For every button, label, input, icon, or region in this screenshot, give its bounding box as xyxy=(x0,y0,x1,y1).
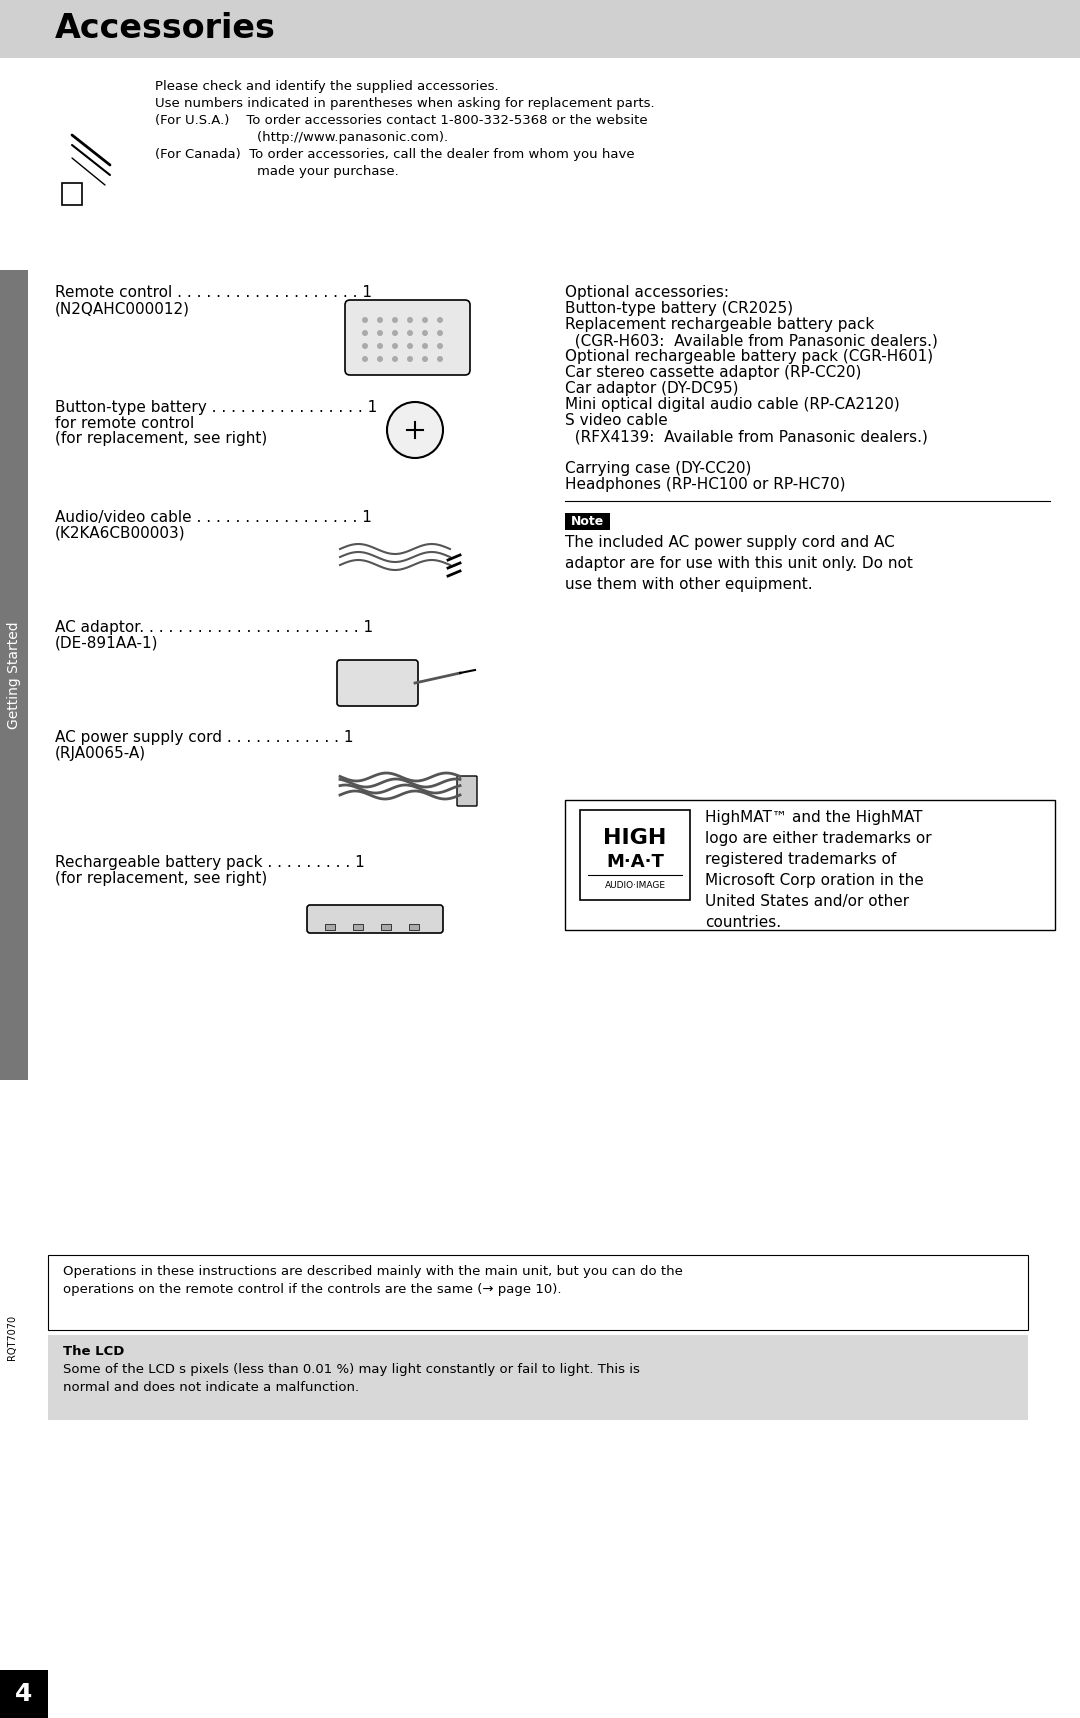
Text: Optional rechargeable battery pack (CGR-H601): Optional rechargeable battery pack (CGR-… xyxy=(565,349,933,364)
Text: Note: Note xyxy=(571,515,604,527)
Text: RQT7070: RQT7070 xyxy=(6,1314,17,1361)
Text: made your purchase.: made your purchase. xyxy=(156,165,399,179)
Text: Getting Started: Getting Started xyxy=(6,622,21,728)
Circle shape xyxy=(362,318,368,323)
Text: (RJA0065-A): (RJA0065-A) xyxy=(55,746,146,761)
Circle shape xyxy=(407,330,413,337)
Circle shape xyxy=(387,402,443,459)
Circle shape xyxy=(392,330,399,337)
Text: Remote control . . . . . . . . . . . . . . . . . . . 1: Remote control . . . . . . . . . . . . .… xyxy=(55,285,372,301)
Text: Mini optical digital audio cable (RP-CA2120): Mini optical digital audio cable (RP-CA2… xyxy=(565,397,900,412)
Text: (RFX4139:  Available from Panasonic dealers.): (RFX4139: Available from Panasonic deale… xyxy=(565,430,928,443)
Bar xyxy=(0,1670,48,1718)
FancyBboxPatch shape xyxy=(307,905,443,933)
Text: The included AC power supply cord and AC
adaptor are for use with this unit only: The included AC power supply cord and AC… xyxy=(565,534,913,593)
Text: (DE-891AA-1): (DE-891AA-1) xyxy=(55,636,159,651)
Bar xyxy=(48,1256,1028,1330)
Text: for remote control: for remote control xyxy=(55,416,194,431)
Text: (For U.S.A.)    To order accessories contact 1-800-332-5368 or the website: (For U.S.A.) To order accessories contac… xyxy=(156,113,648,127)
Text: Operations in these instructions are described mainly with the main unit, but yo: Operations in these instructions are des… xyxy=(63,1264,683,1295)
Circle shape xyxy=(437,318,443,323)
FancyBboxPatch shape xyxy=(345,301,470,375)
Text: Headphones (RP-HC100 or RP-HC70): Headphones (RP-HC100 or RP-HC70) xyxy=(565,478,846,491)
Bar xyxy=(60,136,132,196)
Circle shape xyxy=(407,344,413,349)
Text: Car adaptor (DY-DC95): Car adaptor (DY-DC95) xyxy=(565,381,739,397)
Text: (For Canada)  To order accessories, call the dealer from whom you have: (For Canada) To order accessories, call … xyxy=(156,148,635,161)
Text: AC power supply cord . . . . . . . . . . . . 1: AC power supply cord . . . . . . . . . .… xyxy=(55,730,353,746)
Text: Accessories: Accessories xyxy=(55,12,275,45)
Bar xyxy=(353,924,363,929)
Text: Rechargeable battery pack . . . . . . . . . 1: Rechargeable battery pack . . . . . . . … xyxy=(55,856,365,869)
Bar xyxy=(0,270,28,1081)
Circle shape xyxy=(437,344,443,349)
Circle shape xyxy=(377,344,383,349)
Text: Use numbers indicated in parentheses when asking for replacement parts.: Use numbers indicated in parentheses whe… xyxy=(156,96,654,110)
Bar xyxy=(48,1335,1028,1421)
Text: (for replacement, see right): (for replacement, see right) xyxy=(55,871,267,886)
Circle shape xyxy=(437,356,443,362)
Circle shape xyxy=(422,318,428,323)
Circle shape xyxy=(392,318,399,323)
Circle shape xyxy=(392,344,399,349)
Bar xyxy=(0,0,1080,58)
Circle shape xyxy=(392,356,399,362)
Bar xyxy=(565,801,1055,929)
Text: 4: 4 xyxy=(15,1682,32,1706)
Circle shape xyxy=(422,344,428,349)
Text: AUDIO·IMAGE: AUDIO·IMAGE xyxy=(605,881,665,890)
Text: Carrying case (DY-CC20): Carrying case (DY-CC20) xyxy=(565,460,752,476)
Text: HighMAT™ and the HighMAT
logo are either trademarks or
registered trademarks of
: HighMAT™ and the HighMAT logo are either… xyxy=(705,809,932,929)
Text: HIGH: HIGH xyxy=(604,828,666,849)
Text: (for replacement, see right): (for replacement, see right) xyxy=(55,431,267,447)
Text: Button-type battery . . . . . . . . . . . . . . . . 1: Button-type battery . . . . . . . . . . … xyxy=(55,400,377,416)
Text: Audio/video cable . . . . . . . . . . . . . . . . . 1: Audio/video cable . . . . . . . . . . . … xyxy=(55,510,372,526)
Text: (K2KA6CB00003): (K2KA6CB00003) xyxy=(55,526,186,541)
Circle shape xyxy=(362,356,368,362)
Text: M·A·T: M·A·T xyxy=(606,854,664,871)
Text: AC adaptor. . . . . . . . . . . . . . . . . . . . . . . 1: AC adaptor. . . . . . . . . . . . . . . … xyxy=(55,620,373,636)
Bar xyxy=(565,514,610,529)
Text: (N2QAHC000012): (N2QAHC000012) xyxy=(55,301,190,316)
Text: Replacement rechargeable battery pack: Replacement rechargeable battery pack xyxy=(565,318,874,332)
Text: S video cable: S video cable xyxy=(565,412,667,428)
Circle shape xyxy=(362,330,368,337)
Circle shape xyxy=(437,330,443,337)
Circle shape xyxy=(377,330,383,337)
Circle shape xyxy=(377,318,383,323)
Text: Please check and identify the supplied accessories.: Please check and identify the supplied a… xyxy=(156,81,499,93)
Bar xyxy=(381,924,391,929)
Circle shape xyxy=(422,356,428,362)
Circle shape xyxy=(377,356,383,362)
Bar xyxy=(409,924,419,929)
Text: Some of the LCD s pixels (less than 0.01 %) may light constantly or fail to ligh: Some of the LCD s pixels (less than 0.01… xyxy=(63,1362,639,1393)
Text: Car stereo cassette adaptor (RP-CC20): Car stereo cassette adaptor (RP-CC20) xyxy=(565,364,862,380)
Circle shape xyxy=(407,318,413,323)
Text: (CGR-H603:  Available from Panasonic dealers.): (CGR-H603: Available from Panasonic deal… xyxy=(565,333,937,349)
Circle shape xyxy=(422,330,428,337)
Text: (http://www.panasonic.com).: (http://www.panasonic.com). xyxy=(156,131,448,144)
Text: Button-type battery (CR2025): Button-type battery (CR2025) xyxy=(565,301,793,316)
Circle shape xyxy=(407,356,413,362)
FancyBboxPatch shape xyxy=(337,660,418,706)
Bar xyxy=(62,184,82,204)
Circle shape xyxy=(362,344,368,349)
Text: Optional accessories:: Optional accessories: xyxy=(565,285,729,301)
Text: The LCD: The LCD xyxy=(63,1345,124,1357)
Bar xyxy=(325,924,335,929)
Bar xyxy=(580,809,690,900)
FancyBboxPatch shape xyxy=(457,777,477,806)
